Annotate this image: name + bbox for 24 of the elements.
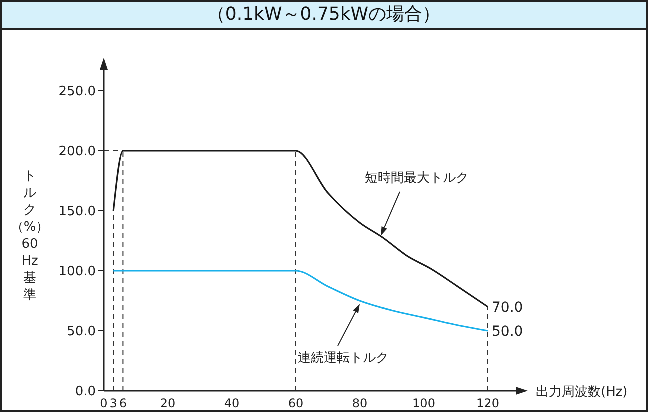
y-axis-title: トルク（%）60Hz基準 — [10, 169, 50, 303]
x-tick-label: 80 — [352, 396, 368, 411]
annotation: 50.0 — [492, 324, 524, 340]
y-tick-label: 50.0 — [67, 324, 96, 340]
y-tick-label: 200.0 — [58, 144, 96, 160]
y-tick-label: 100.0 — [58, 264, 96, 280]
annotation: 70.0 — [492, 300, 524, 316]
x-axis-title: 出力周波数(Hz) — [536, 385, 628, 400]
x-tick-label: 40 — [224, 396, 240, 411]
x-tick-label: 3 — [110, 396, 118, 411]
x-tick-label: 60 — [288, 396, 304, 411]
chart-title: （0.1kW～0.75kWの場合） — [2, 2, 646, 30]
x-tick-label: 120 — [476, 396, 500, 411]
x-tick-label: 20 — [160, 396, 176, 411]
y-tick-label: 150.0 — [58, 204, 96, 220]
line-series — [112, 270, 489, 332]
y-tick-label: 250.0 — [58, 84, 96, 100]
text: 連続運転トルク — [298, 351, 389, 366]
x-tick-label: 100 — [412, 396, 436, 411]
line-series — [112, 150, 489, 308]
x-tick-label: 6 — [119, 396, 128, 411]
y-tick-label: 0.0 — [75, 384, 96, 400]
x-tick-label: 0 — [100, 396, 108, 411]
text: 短時間最大トルク — [365, 171, 469, 186]
